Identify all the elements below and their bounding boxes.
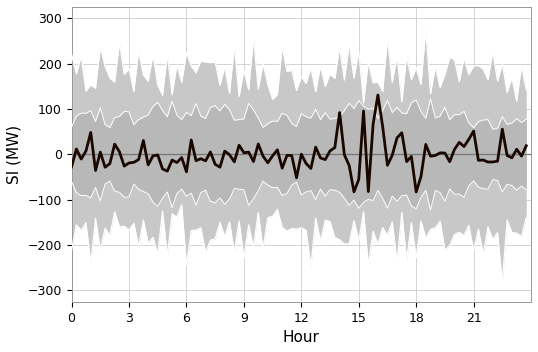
Y-axis label: SI (MW): SI (MW) [7,125,22,184]
X-axis label: Hour: Hour [283,330,320,345]
